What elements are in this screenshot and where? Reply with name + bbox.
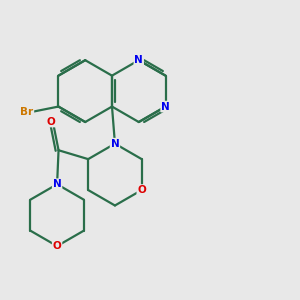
Text: Br: Br <box>20 107 33 117</box>
Text: N: N <box>161 102 170 112</box>
Text: O: O <box>137 185 146 195</box>
Text: N: N <box>111 139 119 149</box>
Text: N: N <box>53 179 62 189</box>
Text: N: N <box>134 55 143 65</box>
Text: O: O <box>46 116 55 127</box>
Text: O: O <box>53 241 62 251</box>
